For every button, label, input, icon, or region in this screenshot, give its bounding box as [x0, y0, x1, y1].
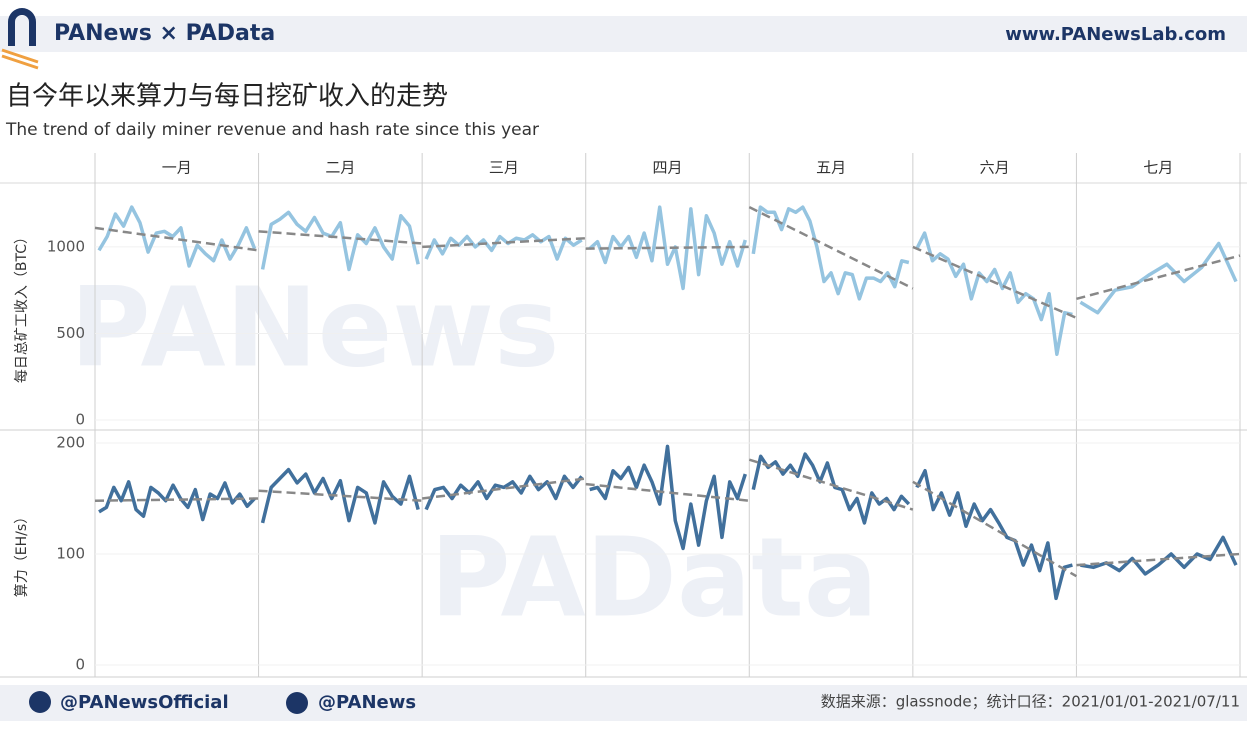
site: www.PANewsLab.com	[1005, 24, 1226, 45]
brand: PANews × PAData	[54, 21, 275, 46]
series-line	[589, 444, 747, 551]
series-line	[1079, 241, 1238, 315]
column-header: 三月	[489, 159, 519, 177]
trend-line	[912, 480, 1078, 578]
twitter-icon	[29, 691, 51, 713]
y-tick-label: 1000	[47, 237, 85, 255]
y-tick-label: 100	[56, 545, 85, 563]
y-axis-label: 每日总矿工收入（BTC）	[14, 230, 30, 383]
series-line	[97, 205, 257, 268]
twitter-handle: @PANewsOfficial	[60, 692, 229, 713]
y-axis-label: 算力（EH/s）	[14, 510, 30, 597]
y-tick-label: 500	[56, 324, 85, 342]
logo-arch	[8, 8, 36, 46]
series-line	[260, 467, 420, 525]
series-line	[260, 210, 420, 272]
trend-line	[748, 205, 914, 290]
column-header: 五月	[816, 159, 846, 177]
y-tick-label: 0	[75, 656, 85, 674]
plot: 一月 二月 三月 四月 五月 六月 七月 0 500 1000 每日总矿工收入（BTC） 0 100 20…	[0, 153, 1247, 678]
series-line	[915, 469, 1073, 601]
weibo-icon	[286, 692, 308, 714]
y-tick-label: 200	[56, 434, 85, 452]
header-band	[0, 16, 1247, 52]
series-line	[424, 233, 583, 261]
title: 自今年以来算力与每日挖矿收入的走势	[6, 82, 448, 112]
trend-line	[748, 458, 914, 511]
series-line	[424, 474, 584, 511]
column-header: 一月	[162, 159, 192, 177]
watermark: PAData	[430, 513, 878, 641]
trend-line	[912, 245, 1077, 320]
trend-line	[1076, 254, 1241, 301]
watermark: PANews	[70, 263, 559, 391]
footer-band	[0, 685, 1247, 721]
source: 数据来源：glassnode；统计口径：2021/01/01-2021/07/1…	[821, 693, 1240, 711]
column-header: 二月	[325, 159, 355, 177]
subtitle: The trend of daily miner revenue and has…	[5, 120, 539, 140]
weibo-handle: @PANews	[318, 692, 416, 713]
series-line	[915, 231, 1073, 356]
series-line	[98, 480, 256, 522]
column-header: 六月	[980, 159, 1010, 177]
series-line	[751, 205, 910, 301]
column-header: 四月	[652, 159, 682, 177]
series-line	[588, 205, 747, 291]
logo-stripes	[1, 48, 39, 70]
y-tick-label: 0	[75, 411, 85, 429]
column-header: 七月	[1143, 159, 1173, 177]
